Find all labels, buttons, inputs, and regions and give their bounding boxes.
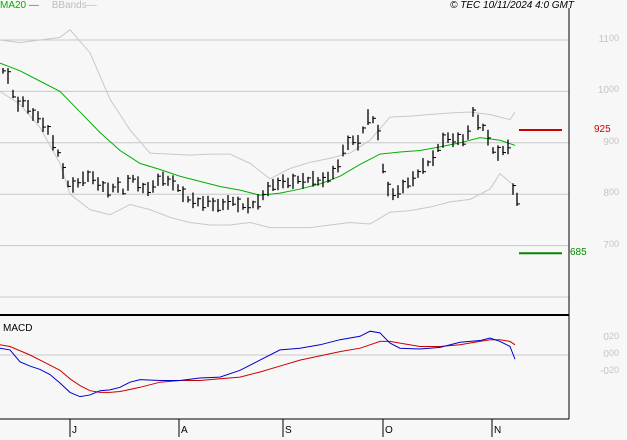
macd-axis-label-main: 0	[603, 349, 609, 360]
price-axis-label-decimals: 00	[608, 135, 619, 146]
legend-ma20: MA20 —	[0, 0, 39, 11]
ma20-line	[0, 62, 516, 196]
support-label: 685	[570, 247, 587, 259]
macd-axis-label: 020	[579, 331, 619, 344]
month-label: O	[385, 425, 393, 436]
month-label: N	[494, 425, 502, 436]
legend-bbands-label: BBands	[51, 0, 87, 11]
month-label: J	[72, 425, 77, 436]
bband-upper-line	[0, 29, 516, 180]
legend-ma20-label: MA20	[0, 0, 27, 11]
month-label: A	[181, 425, 188, 436]
macd-axis-label-decimals: 20	[608, 331, 619, 342]
price-axis-label: 800	[579, 187, 619, 200]
resistance-label: 925	[594, 123, 611, 135]
price-axis-label-decimals: 00	[608, 33, 619, 43]
price-axis-label: 1000	[579, 84, 619, 97]
price-axis-label-main: 11	[598, 34, 609, 45]
chart-legend: MA20 — BBands—	[0, 0, 97, 12]
bband-lower-line	[0, 90, 516, 229]
copyright-timestamp: © TEC 10/11/2024 4:0 GMT	[450, 0, 574, 11]
macd-panel-title: MACD	[3, 323, 33, 334]
price-axis-label-decimals: 00	[608, 238, 619, 249]
legend-bbands: BBands—	[51, 0, 97, 11]
price-axis-label-main: 8	[603, 188, 609, 200]
price-axis-label-main: 9	[603, 136, 609, 148]
macd-axis-label: 000	[579, 348, 619, 360]
price-axis-label-decimals: 00	[608, 84, 619, 95]
macd-axis-label: -020	[579, 364, 619, 377]
month-label: S	[285, 425, 292, 436]
macd-axis-label-decimals: 20	[608, 364, 619, 375]
price-axis-label-main: 10	[597, 85, 609, 97]
macd-signal-line	[0, 339, 516, 393]
price-axis-label-decimals: 00	[608, 187, 619, 198]
macd-axis-label-main: 0	[603, 332, 609, 344]
price-axis-label-main: 7	[603, 239, 609, 251]
macd-axis-label-decimals: 00	[608, 348, 619, 358]
price-axis-label: 700	[579, 238, 619, 251]
price-axis-label: 900	[579, 135, 619, 148]
price-axis-label: 1100	[579, 33, 619, 45]
macd-line	[0, 330, 516, 398]
macd-axis-label-main: -0	[600, 365, 609, 377]
